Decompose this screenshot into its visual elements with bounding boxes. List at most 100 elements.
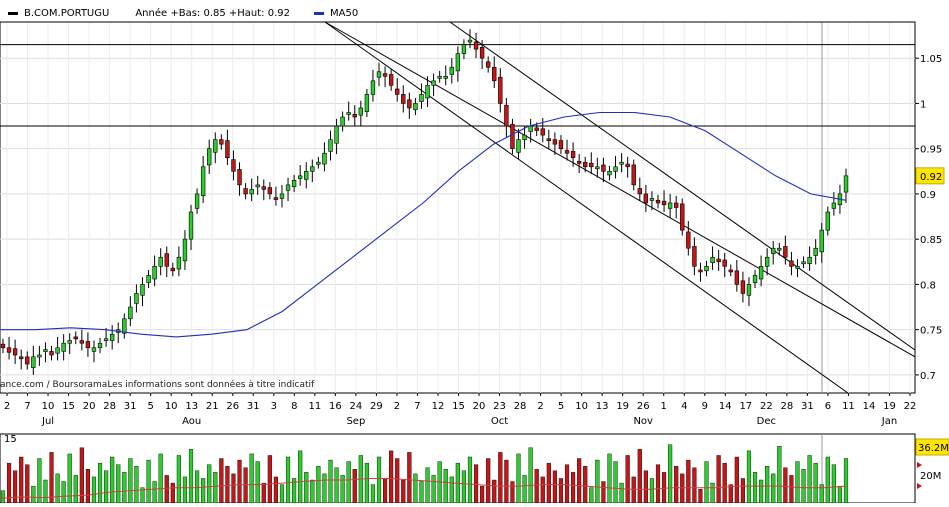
x-month-label: Aou	[182, 416, 201, 427]
candle-up	[819, 229, 824, 253]
candle-up	[194, 193, 200, 209]
candle-down	[395, 88, 400, 95]
volume-bar-up	[31, 485, 36, 504]
candle-down	[552, 139, 558, 145]
volume-bar-down	[267, 455, 272, 504]
volume-bar-up	[619, 482, 624, 504]
candle-up	[777, 247, 782, 251]
candle-down	[243, 188, 248, 195]
x-tick-label: 28	[103, 401, 116, 412]
volume-bar-up	[334, 467, 339, 504]
volume-bar-up	[285, 456, 291, 504]
volume-bar-up	[449, 476, 454, 504]
candle-up	[122, 318, 127, 334]
volume-bar-down	[601, 481, 606, 504]
volume-bar-down	[571, 472, 576, 504]
volume-bar-up	[322, 473, 327, 504]
candle-up	[667, 202, 673, 209]
candle-down	[498, 76, 503, 104]
volume-bar-up	[413, 473, 418, 504]
candle-up	[649, 198, 655, 201]
candle-up	[746, 284, 752, 296]
candle-up	[764, 256, 770, 267]
candle-down	[0, 343, 6, 349]
volume-bar-up	[516, 453, 521, 504]
candle-up	[340, 116, 345, 127]
volume-bar-down	[352, 469, 357, 504]
volume-bar-down	[637, 449, 642, 504]
volume-bar-up	[122, 472, 127, 504]
candle-down	[19, 356, 24, 360]
candle-down	[492, 66, 497, 82]
candle-down	[564, 150, 570, 154]
candle-up	[207, 148, 212, 166]
candle-up	[176, 256, 182, 270]
candle-down	[164, 253, 169, 267]
volume-bar-up	[710, 482, 715, 504]
x-tick-label: 2	[537, 401, 543, 412]
candle-up	[128, 306, 133, 320]
volume-bar-up	[589, 487, 594, 504]
candle-up	[795, 266, 800, 269]
x-tick-label: 22	[904, 401, 917, 412]
chart-legend: B.COM.PORTUGU Année +Bas: 0.85 +Haut: 0.…	[8, 8, 358, 19]
candle-up	[255, 184, 260, 188]
volume-bar-down	[583, 466, 588, 504]
volume-bar-down	[243, 467, 248, 504]
y-tick-label: 0.95	[920, 145, 942, 156]
volume-bar-up	[37, 458, 42, 504]
candle-down	[6, 347, 12, 353]
volume-bar-up	[279, 484, 285, 504]
x-tick-label: 23	[493, 401, 506, 412]
candle-up	[328, 139, 333, 152]
candle-up	[213, 139, 218, 153]
x-tick-label: 15	[452, 401, 465, 412]
volume-bar-up	[431, 475, 436, 504]
candle-up	[613, 166, 618, 172]
x-axis-band	[0, 395, 915, 431]
x-tick-label: 24	[350, 401, 363, 412]
y-tick-label: 0.8	[920, 280, 936, 291]
volume-bar-down	[540, 476, 545, 504]
volume-bar-down	[473, 464, 479, 504]
candle-down	[510, 123, 515, 149]
volume-bar-down	[407, 452, 412, 504]
x-tick-label: 12	[432, 401, 445, 412]
volume-bar-up	[831, 464, 836, 504]
symbol-label: B.COM.PORTUGU	[24, 8, 110, 19]
volume-bar-up	[746, 450, 752, 504]
candle-up	[710, 256, 715, 263]
candle-down	[73, 336, 78, 340]
candle-down	[570, 151, 576, 159]
trend-channel-upper	[324, 21, 916, 358]
volume-bar-up	[668, 444, 673, 504]
x-tick-label: 17	[739, 401, 752, 412]
candle-down	[698, 269, 703, 273]
candle-up	[67, 340, 72, 344]
volume-bar-up	[461, 470, 467, 504]
candle-down	[49, 351, 54, 356]
x-month-label: Nov	[633, 416, 653, 427]
candle-up	[449, 66, 454, 75]
candle-up	[467, 39, 473, 43]
volume-bar-down	[546, 462, 551, 504]
volume-bar-up	[146, 459, 151, 504]
candle-up	[413, 103, 418, 111]
volume-bar-down	[85, 469, 90, 504]
volume-bar-up	[813, 462, 818, 504]
volume-bar-up	[194, 470, 200, 504]
candle-up	[813, 247, 818, 256]
volume-bar-down	[558, 478, 564, 504]
x-tick-label: 10	[165, 401, 178, 412]
volume-bar-down	[498, 452, 503, 504]
volume-bar-down	[716, 455, 721, 504]
candle-up	[61, 342, 66, 352]
candle-up	[431, 80, 436, 86]
candle-up	[279, 193, 285, 199]
x-tick-label: 2	[4, 401, 10, 412]
candle-up	[55, 347, 60, 354]
volume-bar-down	[552, 470, 557, 504]
volume-bar-down	[492, 479, 497, 504]
volume-bar-down	[504, 459, 509, 504]
